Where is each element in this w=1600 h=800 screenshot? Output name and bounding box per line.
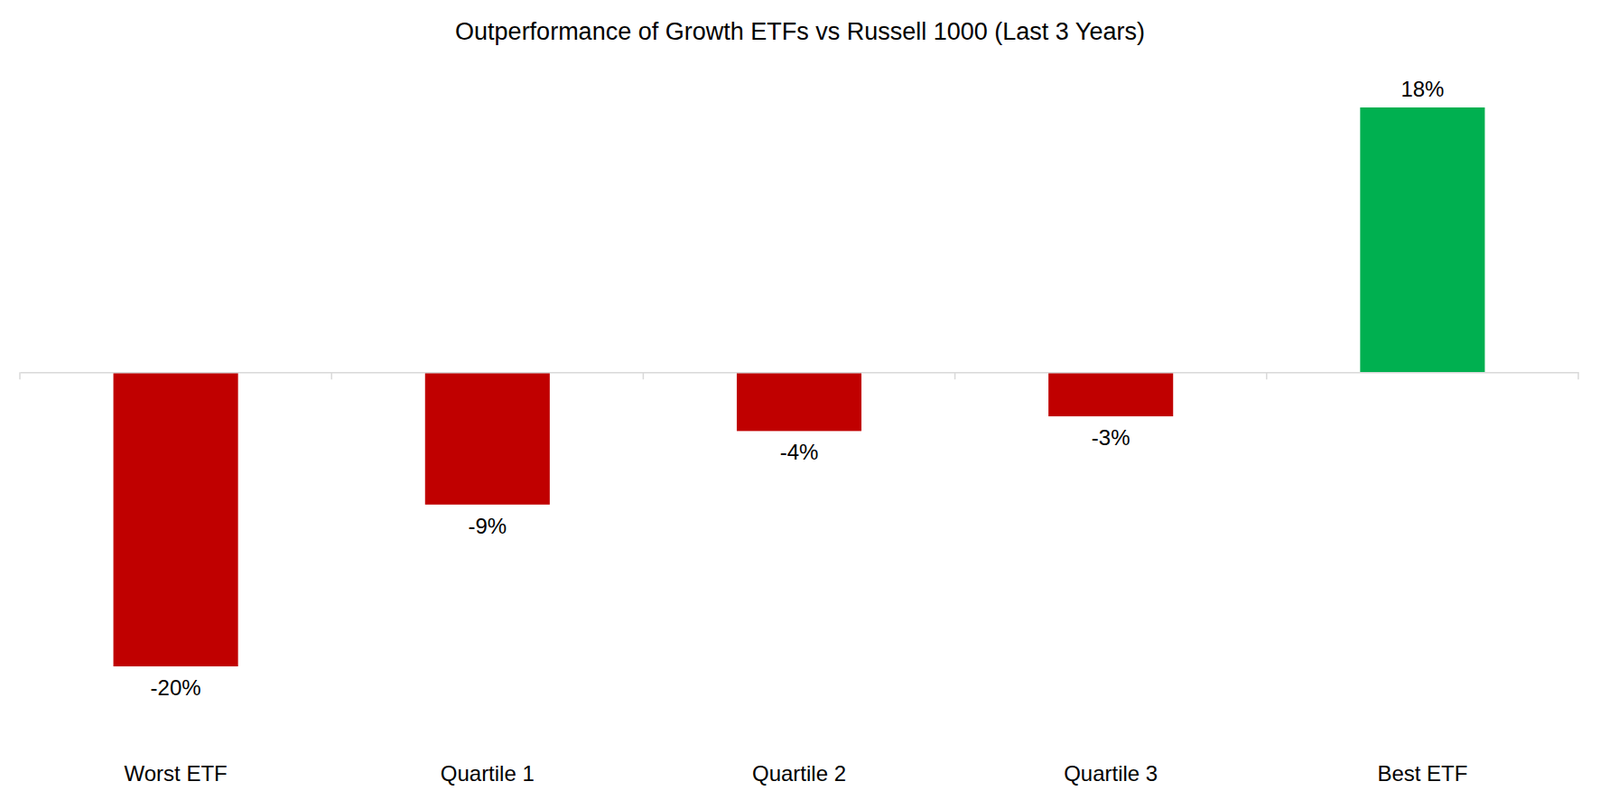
tick-label: Worst ETF	[123, 761, 227, 786]
chart: Outperformance of Growth ETFs vs Russell…	[0, 0, 1600, 800]
divider	[954, 372, 957, 380]
divider	[1577, 372, 1580, 380]
x-axis: Worst ETF Quartile 1 Quartile 2 Quartile 3 B…	[20, 372, 1580, 786]
tick-label: Best ETF	[1376, 761, 1468, 786]
data-label: 18%	[1400, 76, 1444, 102]
tick: Quartile 3	[1063, 372, 1158, 786]
tick: Quartile 1	[440, 372, 535, 786]
tick: Worst ETF	[123, 372, 227, 786]
bars	[113, 107, 1486, 667]
divider	[1265, 372, 1268, 380]
data-label: -9%	[467, 513, 507, 539]
divider	[330, 372, 333, 380]
divider	[18, 372, 21, 380]
bar	[425, 372, 550, 505]
title: Outperformance of Growth ETFs vs Russell…	[455, 18, 1145, 46]
data-labels: -20% -9% -4% -3% 18%	[150, 76, 1445, 700]
data-label: -3%	[1091, 425, 1131, 450]
divider	[642, 372, 645, 380]
tick: Quartile 2	[752, 372, 847, 786]
dividers	[19, 372, 1579, 380]
axis-line	[20, 372, 1580, 374]
bar	[113, 372, 239, 667]
bar	[1359, 107, 1485, 373]
data-label: -20%	[150, 675, 202, 700]
tick-label: Quartile 1	[440, 761, 535, 786]
data-label: -4%	[780, 439, 819, 465]
tick: Best ETF	[1376, 372, 1468, 786]
bar	[1048, 372, 1173, 417]
tick-label: Quartile 2	[752, 761, 847, 786]
tick-label: Quartile 3	[1063, 761, 1158, 786]
bar	[736, 372, 862, 431]
